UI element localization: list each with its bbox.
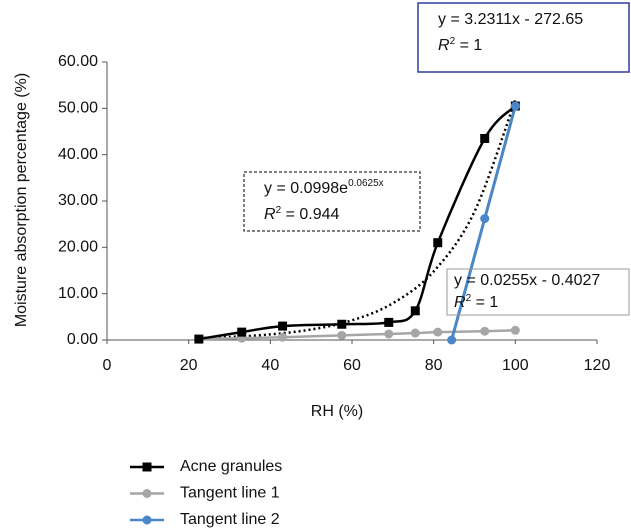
data-point xyxy=(480,326,490,336)
y-axis-label: Moisture absorption percentage (%) xyxy=(13,73,30,327)
x-tick-label: 20 xyxy=(180,357,198,374)
annotation-equation: y = 0.0255x - 0.4027 xyxy=(454,272,600,289)
legend-label: Tangent line 2 xyxy=(180,511,280,528)
x-tick-label: 100 xyxy=(502,357,529,374)
annotation-r2: R2 = 0.944 xyxy=(264,205,340,224)
data-point xyxy=(433,238,443,248)
x-axis-label: RH (%) xyxy=(311,403,363,420)
data-point xyxy=(278,321,288,331)
x-tick-label: 60 xyxy=(343,357,361,374)
annotation-r-sup: 2 xyxy=(450,36,456,47)
legend-label: Tangent line 1 xyxy=(180,485,280,502)
x-tick-label: 80 xyxy=(425,357,443,374)
data-point xyxy=(480,214,490,224)
data-point xyxy=(384,329,394,339)
legend-marker xyxy=(142,489,152,498)
data-point xyxy=(447,335,457,345)
data-point xyxy=(480,133,490,143)
data-point xyxy=(337,319,347,329)
data-point xyxy=(278,332,288,342)
annotation-box xyxy=(243,171,421,232)
data-point xyxy=(433,327,443,337)
annotation-r-value: = 1 xyxy=(455,37,482,54)
annotation-r-label: R xyxy=(264,206,276,223)
annotation-superscript: 0.0625x xyxy=(348,178,384,189)
data-point xyxy=(384,317,394,327)
legend-marker xyxy=(142,515,152,525)
legend-marker xyxy=(142,462,152,472)
annotation-r2: R2 = 1 xyxy=(438,36,482,55)
x-tick-label: 120 xyxy=(584,357,611,374)
legend-label: Acne granules xyxy=(180,458,282,475)
y-tick-label: 30.00 xyxy=(58,192,98,209)
annotation-r-value: = 1 xyxy=(471,294,498,311)
y-tick-label: 60.00 xyxy=(58,53,98,70)
data-point xyxy=(194,334,204,344)
annotation-equation-text: y = 0.0255x - 0.4027 xyxy=(454,272,600,289)
data-point xyxy=(510,325,520,335)
y-tick-label: 10.00 xyxy=(58,285,98,302)
data-point xyxy=(510,101,520,111)
annotation-r-value: = 0.944 xyxy=(281,206,339,223)
annotation-box xyxy=(446,268,630,316)
y-tick-label: 40.00 xyxy=(58,146,98,163)
annotation-r-sup: 2 xyxy=(466,293,472,304)
x-tick-label: 40 xyxy=(261,357,279,374)
annotation-equation-text: y = 3.2311x - 272.65 xyxy=(438,11,583,28)
annotation-r2: R2 = 1 xyxy=(454,293,498,312)
data-point xyxy=(337,330,347,340)
data-point xyxy=(410,328,420,338)
annotation-r-sup: 2 xyxy=(276,205,282,216)
y-tick-label: 20.00 xyxy=(58,239,98,256)
x-tick-label: 0 xyxy=(103,357,112,374)
annotation-r-label: R xyxy=(438,37,450,54)
annotation-equation: y = 3.2311x - 272.65 xyxy=(438,11,583,28)
annotation-box xyxy=(417,2,630,73)
annotation-equation: y = 0.0998e0.0625x xyxy=(264,178,384,198)
data-point xyxy=(410,306,420,316)
y-tick-label: 50.00 xyxy=(58,100,98,117)
annotation-equation-text: y = 0.0998e xyxy=(264,180,348,197)
annotation-r-label: R xyxy=(454,294,466,311)
y-tick-label: 0.00 xyxy=(67,331,98,348)
data-point xyxy=(237,327,247,337)
